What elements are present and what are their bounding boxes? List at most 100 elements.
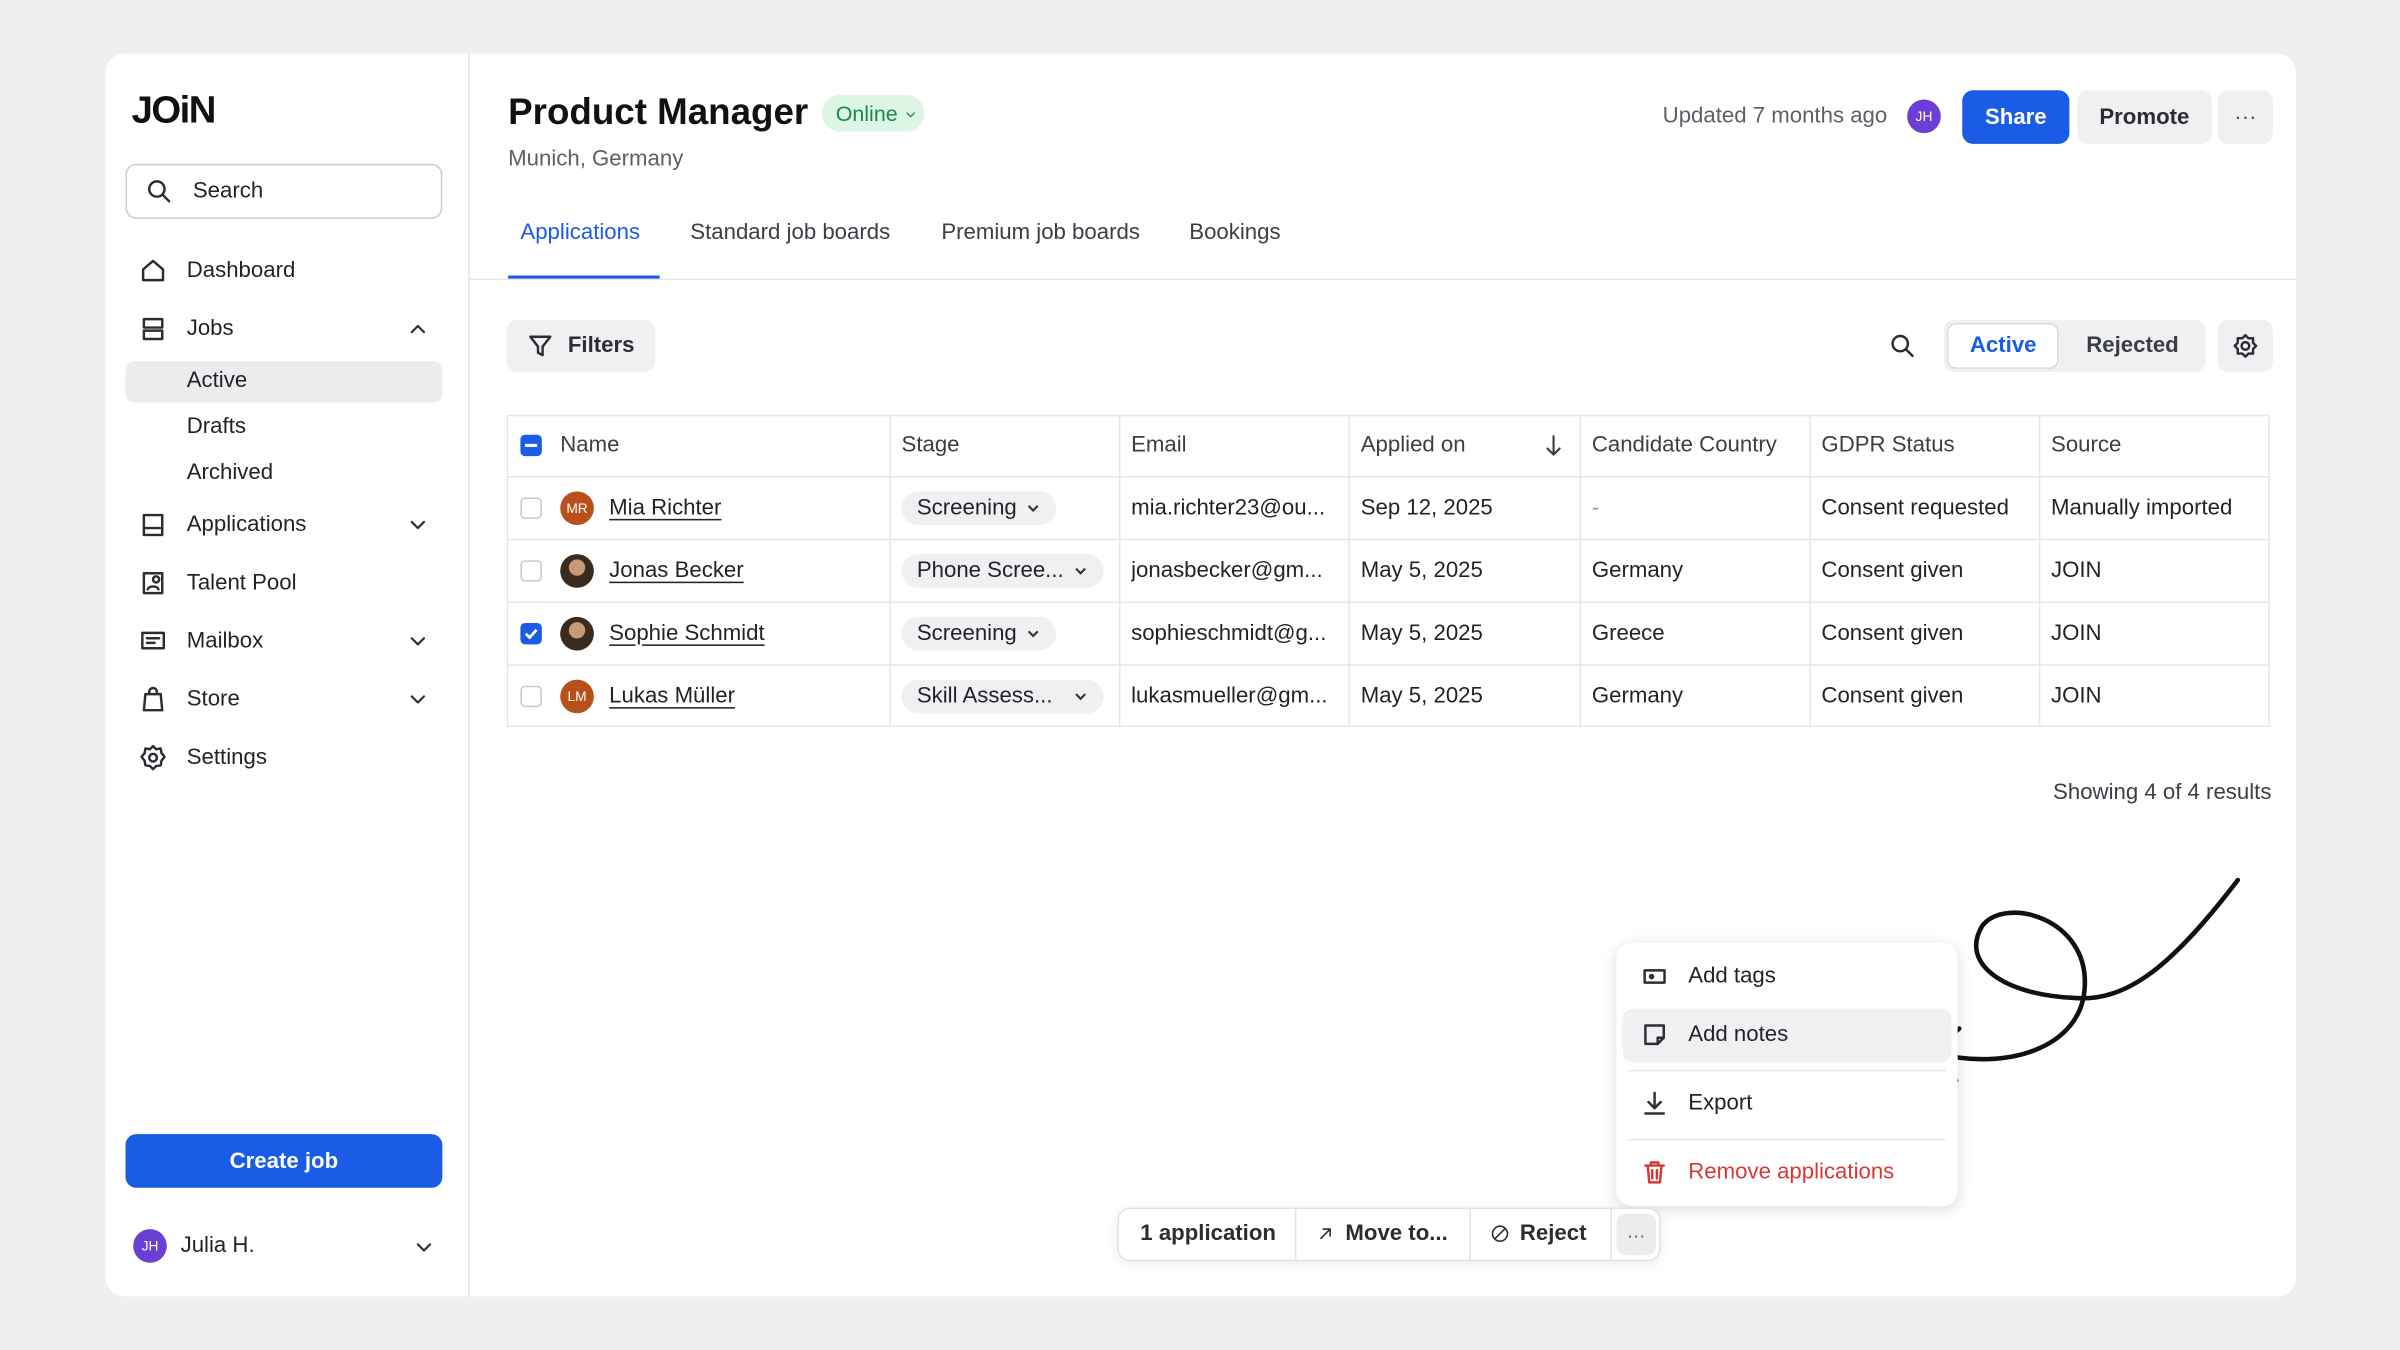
menu-divider	[1628, 1138, 1946, 1141]
cell-source: JOIN	[2051, 602, 2258, 665]
mark	[524, 443, 538, 447]
candidate-name[interactable]: Sophie Schmidt	[609, 620, 765, 646]
more-button[interactable]: ···	[2217, 90, 2273, 144]
bar-action[interactable]: Reject	[1519, 1221, 1587, 1246]
cell-text: May 5, 2025	[1360, 683, 1483, 708]
cell-email: jonasbecker@gm...	[1131, 539, 1336, 602]
bar-action[interactable]: 1 application	[1140, 1221, 1276, 1246]
nav-item[interactable]: Store	[186, 687, 240, 712]
cell-text: Consent given	[1821, 683, 1964, 708]
stage-label: Screening	[916, 620, 1017, 646]
nav-subitem[interactable]: Archived	[186, 460, 274, 486]
candidate-avatar	[560, 616, 594, 650]
nav-subitem[interactable]: Drafts	[186, 414, 246, 440]
cell-text: sophieschmidt@g...	[1131, 620, 1327, 646]
candidate-name[interactable]: Lukas Müller	[609, 683, 736, 708]
header-checkbox[interactable]	[520, 434, 542, 457]
candidate-name[interactable]: Mia Richter	[609, 495, 722, 520]
stage-dropdown[interactable]: Skill Assess...	[901, 678, 1104, 713]
share-button[interactable]: Share	[1962, 90, 2070, 144]
icon	[416, 1243, 432, 1252]
nav-subitem[interactable]: Active	[186, 368, 248, 394]
cell-gdpr: Consent given	[1821, 664, 2026, 727]
tab[interactable]: Standard job boards	[690, 220, 891, 245]
cell-text: mia.richter23@ou...	[1131, 495, 1326, 520]
icon	[1320, 1228, 1331, 1240]
column-header: GDPR Status	[1821, 415, 2026, 476]
icon	[142, 571, 164, 595]
tab-underline	[508, 275, 660, 279]
cell-text: May 5, 2025	[1360, 620, 1483, 646]
name-cell: MR Mia Richter	[519, 476, 877, 539]
column-label: Source	[2051, 433, 2122, 458]
results-count: Showing 4 of 4 results	[2053, 780, 2272, 806]
stage-dropdown[interactable]: Screening	[901, 616, 1057, 650]
nav-item[interactable]: Applications	[186, 512, 307, 538]
row-divider	[506, 664, 2270, 666]
cell-gdpr: Consent given	[1821, 602, 2026, 665]
chevron	[1075, 567, 1086, 574]
cell-text: May 5, 2025	[1360, 557, 1483, 583]
segment[interactable]: Active	[1969, 333, 2037, 359]
stage-dropdown[interactable]: Screening	[901, 490, 1057, 525]
candidate-name[interactable]: Jonas Becker	[609, 557, 744, 583]
row-checkbox[interactable]	[520, 559, 542, 581]
stage-dropdown[interactable]: Phone Scree...	[901, 553, 1104, 587]
tab[interactable]: Bookings	[1189, 220, 1281, 245]
bar-action[interactable]: Move to...	[1345, 1221, 1448, 1246]
bar-divider	[1294, 1207, 1297, 1262]
name-cell: Sophie Schmidt	[519, 602, 877, 665]
segment-active-bg	[1946, 322, 2059, 369]
search-box[interactable]	[125, 163, 443, 219]
row-checkbox[interactable]	[520, 684, 542, 707]
chevron	[1028, 504, 1039, 512]
nav-active-bg	[125, 361, 443, 403]
icon	[2233, 333, 2258, 358]
bar-more-button[interactable]: ···	[1616, 1213, 1657, 1256]
job-title: Product Manager	[508, 91, 809, 134]
status-badge[interactable]: Online	[821, 94, 926, 132]
icon	[142, 686, 164, 712]
cell-country: -	[1592, 476, 1797, 539]
stage-label: Screening	[916, 495, 1017, 520]
cell-text: jonasbecker@gm...	[1131, 557, 1323, 583]
row-checkbox[interactable]	[520, 496, 542, 519]
nav-item[interactable]: Mailbox	[186, 629, 264, 654]
column-divider	[2038, 414, 2041, 728]
create-job-button[interactable]: Create job	[125, 1134, 443, 1188]
cell-source: JOIN	[2051, 664, 2258, 727]
row-divider	[506, 476, 2270, 478]
icon	[141, 631, 165, 650]
cell-text: Consent requested	[1821, 495, 2009, 520]
settings-button[interactable]	[2217, 319, 2273, 372]
menu-item[interactable]: Remove applications	[1688, 1160, 1895, 1185]
promote-button[interactable]: Promote	[2077, 90, 2212, 144]
logo: JOiN	[131, 88, 217, 132]
job-location: Munich, Germany	[508, 146, 684, 172]
header-avatar: JH	[1907, 99, 1941, 134]
nav-item[interactable]: Dashboard	[186, 258, 296, 284]
icon	[410, 520, 426, 530]
stage-label: Skill Assess...	[916, 683, 1053, 708]
nav-item[interactable]: Jobs	[186, 316, 234, 342]
segment[interactable]: Rejected	[2086, 333, 2179, 359]
nav-item[interactable]: Settings	[186, 745, 267, 770]
icon	[1891, 334, 1914, 358]
icon	[1644, 1024, 1665, 1046]
icon	[410, 324, 426, 334]
menu-item[interactable]: Export	[1688, 1091, 1753, 1116]
nav-item[interactable]: Talent Pool	[186, 570, 297, 596]
button-label: Share	[1984, 104, 2047, 130]
cell-text: Consent given	[1821, 557, 1964, 583]
row-checkbox[interactable]	[520, 622, 542, 644]
tab[interactable]: Applications	[520, 220, 641, 245]
cell-text: JOIN	[2051, 557, 2102, 583]
menu-item[interactable]: Add tags	[1688, 964, 1776, 989]
cell-text: JOIN	[2051, 620, 2102, 646]
filters-button[interactable]	[506, 319, 656, 372]
icon	[141, 259, 165, 282]
menu-item[interactable]: Add notes	[1688, 1022, 1789, 1047]
column-divider	[1118, 414, 1121, 728]
tab[interactable]: Premium job boards	[941, 220, 1140, 245]
